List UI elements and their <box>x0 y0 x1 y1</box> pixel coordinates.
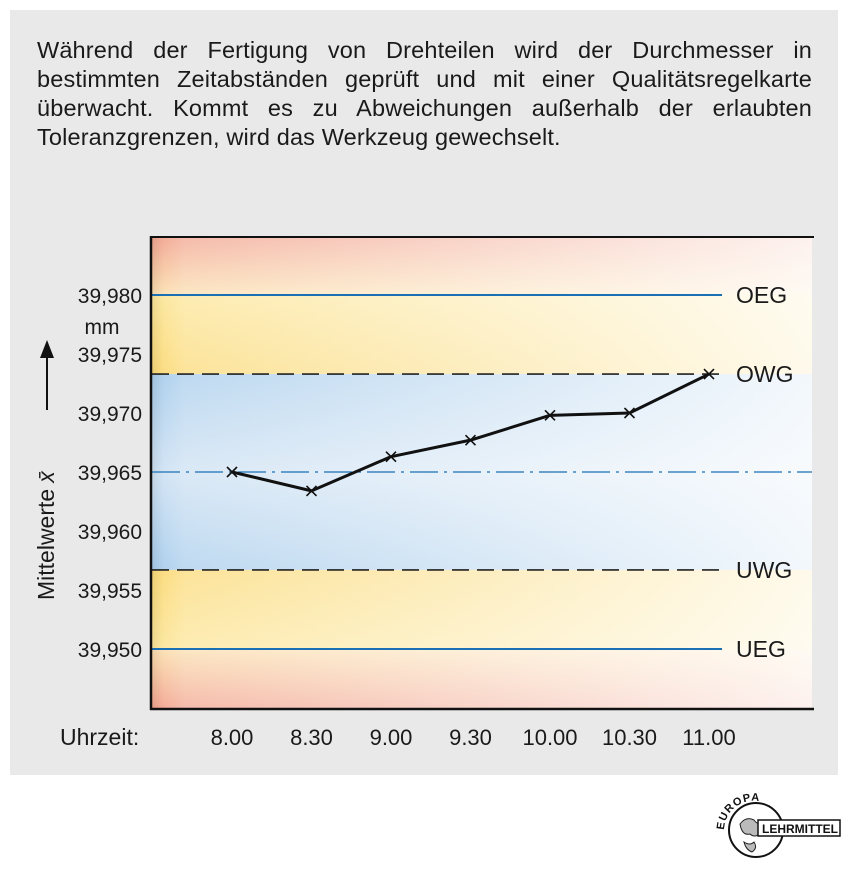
limit-label-owg: OWG <box>736 361 794 387</box>
x-tick-label: 10.00 <box>522 725 577 750</box>
x-tick-labels: 8.00 8.30 9.00 9.30 10.00 10.30 11.00 <box>211 725 736 750</box>
y-axis-title: Mittelwerte x̄ <box>33 470 59 600</box>
zone-fade-overlay <box>152 238 812 708</box>
y-tick-label: 39,965 <box>78 462 142 485</box>
y-axis-arrow-head <box>40 340 54 358</box>
limit-label-ueg: UEG <box>736 636 786 662</box>
x-tick-label: 10.30 <box>602 725 657 750</box>
y-axis-symbol: x̄ <box>33 470 59 484</box>
data-point-marker <box>623 407 636 419</box>
x-axis-title: Uhrzeit: <box>60 724 139 750</box>
data-point-marker <box>385 451 397 463</box>
y-unit-label: mm <box>85 316 120 339</box>
y-tick-label: 39,955 <box>78 580 142 603</box>
data-point-marker <box>464 434 477 446</box>
y-tick-label: 39,980 <box>78 285 142 308</box>
y-tick-label: 39,970 <box>78 403 142 426</box>
x-tick-label: 8.00 <box>211 725 254 750</box>
y-axis-label: Mittelwerte x̄ <box>33 340 59 600</box>
chart-axes <box>149 236 814 711</box>
y-tick-labels: 39,950 39,955 39,960 39,965 39,970 39,975 39,9… <box>78 285 142 662</box>
europa-lehrmittel-logo: EUROPA LEHRMITTEL <box>715 792 841 858</box>
tolerance-zones <box>152 238 812 708</box>
data-point-marker <box>703 368 715 380</box>
data-point-marker <box>544 409 556 421</box>
data-point-marker <box>305 485 318 497</box>
limit-label-uwg: UWG <box>736 557 792 583</box>
x-tick-label: 9.00 <box>370 725 413 750</box>
logo-side-text: LEHRMITTEL <box>762 822 838 836</box>
y-tick-label: 39,975 <box>78 344 142 367</box>
y-tick-label: 39,960 <box>78 521 142 544</box>
description-text: Während der Fertigung von Drehteilen wir… <box>37 37 812 150</box>
y-tick-label: 39,950 <box>78 639 142 662</box>
logo-side-box <box>757 819 841 837</box>
y-axis-title-text: Mittelwerte <box>33 489 59 600</box>
x-tick-label: 9.30 <box>449 725 492 750</box>
x-tick-label: 11.00 <box>682 725 735 750</box>
series-line <box>226 368 715 497</box>
limit-label-oeg: OEG <box>736 282 787 308</box>
limit-lines: OEG OWG UWG UEG <box>152 282 812 662</box>
x-tick-label: 8.30 <box>290 725 333 750</box>
data-point-marker <box>226 466 238 478</box>
